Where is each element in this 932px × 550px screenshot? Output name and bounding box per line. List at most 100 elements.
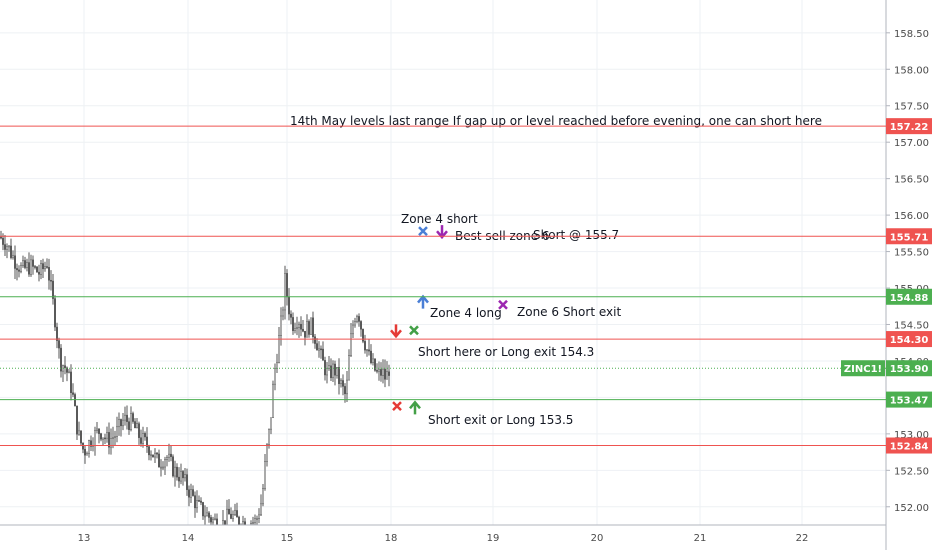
candle-body [308,321,310,335]
candle-body [72,392,74,395]
y-tick-label: 152.50 [894,466,929,477]
y-tick-label: 155.50 [894,248,929,259]
candle-body [356,316,358,323]
candle-body [316,343,318,351]
candle-body [94,430,96,446]
level-badge [886,391,932,408]
candle-body [354,321,356,326]
candle-body [28,262,30,275]
level-badge-label: 157.22 [890,122,929,133]
marker-arrow-down [390,324,402,339]
candle-body [124,414,126,421]
candle-body [82,442,84,450]
candle-body [288,296,290,315]
candle-body [134,421,136,429]
candle-body [382,368,384,376]
level-badge [886,288,932,305]
candle-body [114,436,116,438]
candle-body [350,333,352,356]
candle-body [274,368,276,385]
candle-body [362,328,364,342]
candle-body [84,449,86,456]
candle-body [40,263,42,275]
x-tick-label: 22 [796,533,809,544]
candle-body [170,453,172,457]
candle-body [304,330,306,338]
candle-body [352,324,354,335]
candle-body [234,510,236,515]
annotation-zone4-long: Zone 4 long [430,306,502,320]
candle-body [22,260,24,266]
level-badge-label: 154.30 [890,335,929,346]
candle-body [262,488,264,505]
candle-body [312,317,314,338]
candle-body [116,426,118,437]
candle-body [38,271,40,275]
candle-body [32,259,34,267]
y-tick-label: 153.00 [894,430,929,441]
candle-body [108,432,110,448]
candle-body [376,370,378,372]
candle-body [378,369,380,372]
current-price-badge [886,360,932,377]
candle-body [132,413,134,422]
candle-body [230,513,232,519]
candle-body [152,454,154,458]
candle-body [106,432,108,439]
marker-cross [409,325,419,336]
candle-body [88,440,90,454]
x-tick-label: 19 [487,533,500,544]
marker-cross [392,401,402,412]
candle-body [154,452,156,458]
candle-body [182,471,184,479]
candle-body [180,471,182,482]
candle-body [138,423,140,438]
candle-body [254,518,256,523]
candle-body [64,365,66,369]
candle-body [252,522,254,524]
candle-body [122,419,124,427]
candle-body [306,321,308,338]
candle-body [334,363,336,376]
x-tick-label: 14 [182,533,195,544]
candle-body [174,466,176,477]
current-price-label: 153.90 [890,364,929,375]
level-badge-label: 152.84 [890,442,929,453]
candle-body [324,360,326,376]
symbol-badge [841,360,885,377]
candle-body [158,453,160,468]
candle-body [178,476,180,482]
marker-arrow-up [417,294,429,309]
candle-body [228,508,230,515]
candle-body [60,347,62,372]
candle-body [342,380,344,387]
candle-body [156,452,158,455]
candle-body [374,358,376,371]
annotation-range: 14th May levels last range If gap up or … [290,114,822,128]
candle-body [164,459,166,468]
annotation-short-155-7: Short @ 155.7 [533,228,619,242]
y-tick-label: 152.00 [894,503,929,514]
candle-body [260,503,262,516]
candle-body [140,437,142,444]
candle-body [192,489,194,496]
candle-body [366,349,368,352]
candle-body [320,348,322,351]
candle-body [268,428,270,445]
candle-body [54,298,56,328]
x-tick-label: 13 [78,533,91,544]
candle-body [168,453,170,458]
y-tick-label: 157.50 [894,102,929,113]
candle-body [26,262,28,268]
y-tick-label: 157.00 [894,138,929,149]
grid [0,0,886,525]
candle-body [370,350,372,363]
candle-body [126,414,128,422]
annotation-short-here: Short here or Long exit 154.3 [418,345,594,359]
candle-body [24,260,26,268]
candle-body [388,371,390,376]
candle-body [166,457,168,460]
candle-body [104,437,106,440]
candle-body [278,335,280,363]
